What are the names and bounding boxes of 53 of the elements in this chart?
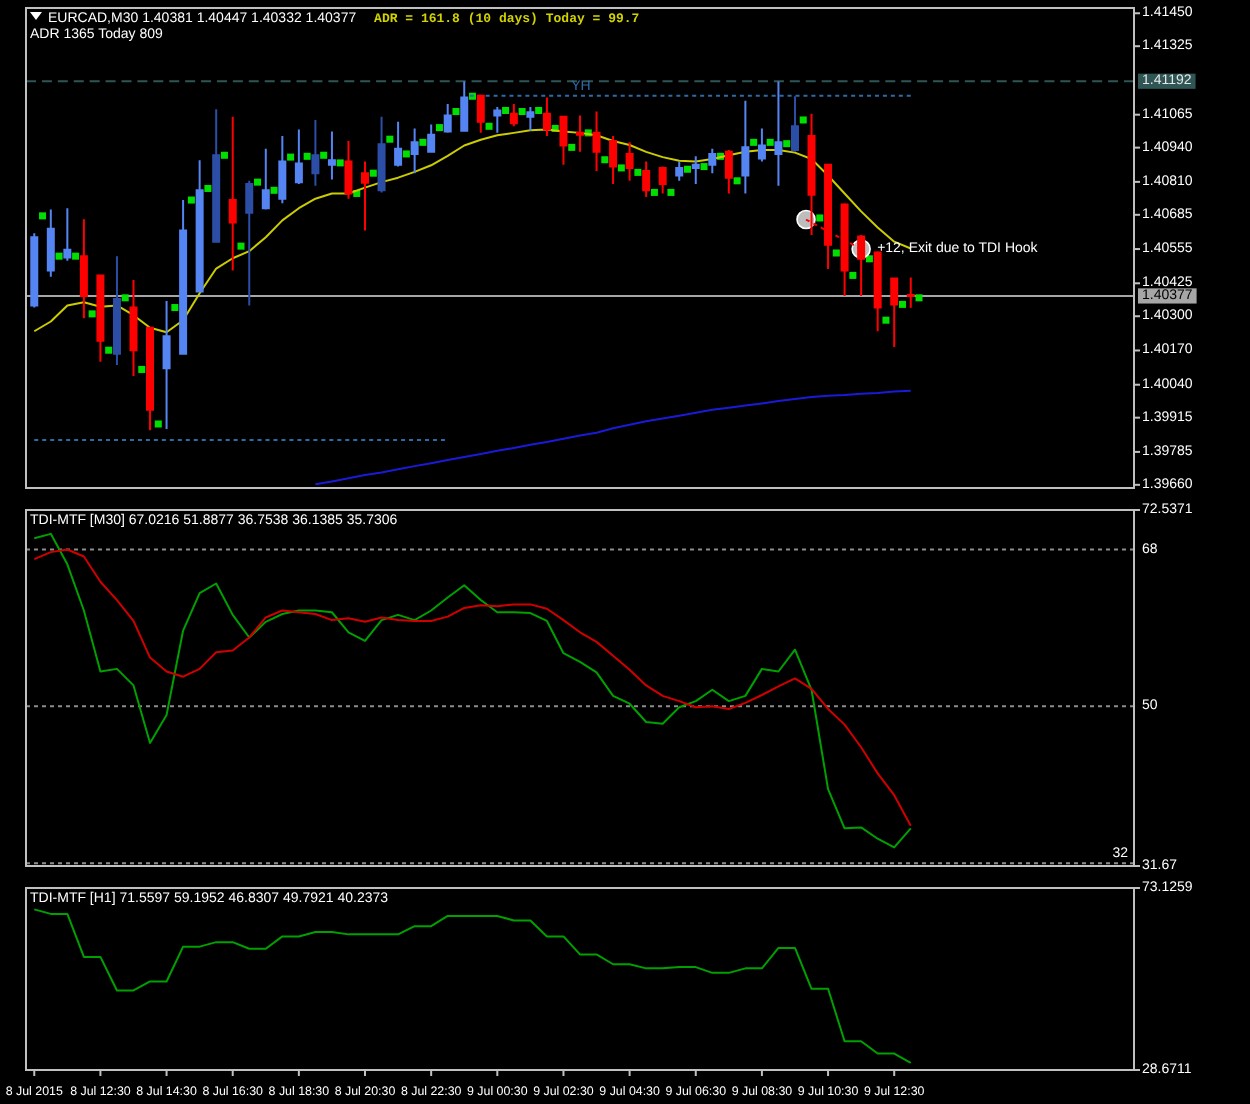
point [816,214,824,222]
line-series [33,908,912,1064]
point [634,168,642,176]
point [419,138,427,146]
point [915,294,923,302]
point [336,159,344,167]
point [154,420,162,428]
point [105,346,113,354]
point [882,316,890,324]
point [254,178,262,186]
point [171,304,179,312]
point [204,184,212,192]
point [832,249,840,257]
point [485,122,493,130]
point [683,165,691,173]
candlestick [30,232,39,309]
point [617,164,625,172]
point [402,150,410,158]
point [865,255,873,263]
point [783,140,791,148]
point [502,106,510,114]
line-series [314,389,912,486]
point [187,196,195,204]
point [270,186,278,194]
point [88,310,96,318]
point [898,300,906,308]
point [849,271,857,279]
point [733,177,741,185]
point [667,188,675,196]
line-series [33,128,912,334]
point [138,365,146,373]
point [237,242,245,250]
point [650,188,658,196]
point [700,163,708,171]
point [766,138,774,146]
point [121,294,129,302]
point [287,153,295,161]
point [303,152,311,160]
point [601,156,609,164]
point [799,116,807,124]
point [750,138,758,146]
point [39,212,47,220]
point [452,108,460,116]
point [535,106,543,114]
point [518,108,526,116]
point [386,135,394,143]
point [369,169,377,177]
point [55,252,63,260]
point [220,151,228,159]
point [435,124,443,132]
point [568,143,576,151]
point [320,151,328,159]
point [72,252,80,260]
